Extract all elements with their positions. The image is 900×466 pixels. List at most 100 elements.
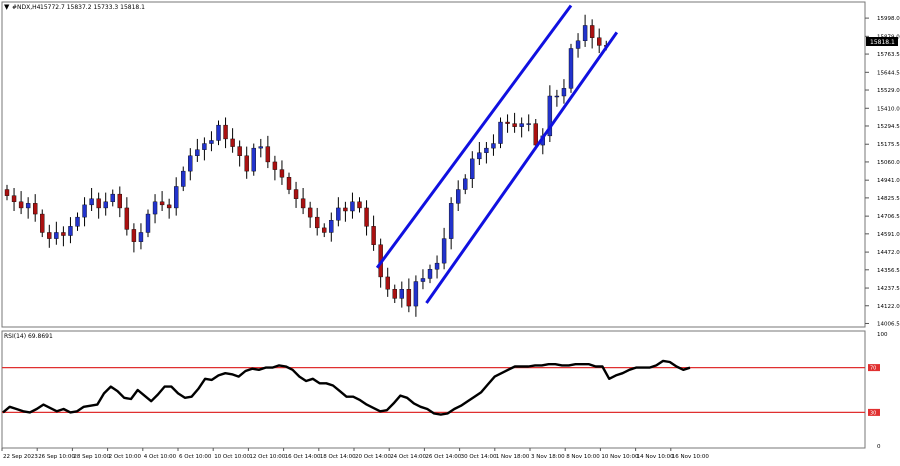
candle-body-bear bbox=[505, 121, 510, 124]
candle-body-bull bbox=[336, 207, 341, 221]
current-price-label: 15818.1 bbox=[870, 39, 895, 46]
candle bbox=[11, 188, 17, 211]
candle-body-bear bbox=[272, 161, 278, 170]
time-tick-label: 2 Oct 10:00 bbox=[109, 454, 142, 460]
candle-body-bull bbox=[568, 48, 574, 89]
candle bbox=[181, 166, 186, 192]
time-tick-label: 26 Oct 14:00 bbox=[425, 454, 461, 460]
rsi-tick-label: 100 bbox=[877, 332, 888, 338]
rsi-level-tag bbox=[868, 364, 880, 372]
candle bbox=[89, 188, 94, 211]
candle bbox=[448, 197, 454, 250]
candle bbox=[159, 191, 165, 211]
symbol-label: #NDX,H4 bbox=[12, 4, 41, 11]
rsi-pane[interactable] bbox=[1, 330, 866, 449]
candle bbox=[399, 281, 404, 308]
candle-body-bull bbox=[420, 278, 426, 282]
candle bbox=[315, 207, 320, 236]
time-tick-label: 18 Oct 14:00 bbox=[320, 454, 356, 460]
candle-body-bear bbox=[159, 201, 165, 206]
candle bbox=[40, 209, 45, 238]
candle-body-bull bbox=[575, 40, 581, 49]
candle-body-bear bbox=[117, 193, 123, 209]
price-tick-label: 14122.0 bbox=[877, 304, 900, 310]
candle bbox=[131, 223, 137, 253]
candle bbox=[166, 198, 172, 219]
candle-body-bull bbox=[75, 216, 80, 227]
rsi-tick-label: 0 bbox=[877, 444, 881, 450]
candle-body-bear bbox=[307, 207, 313, 218]
candle-body-bear bbox=[223, 124, 228, 140]
candle-body-bull bbox=[498, 121, 503, 144]
candle-body-bull bbox=[547, 95, 553, 137]
price-tick-label: 15410.0 bbox=[877, 106, 900, 112]
channel-lower-line[interactable] bbox=[425, 31, 619, 304]
price-pane[interactable] bbox=[1, 1, 866, 328]
candle-body-bull bbox=[110, 193, 115, 202]
price-tick-label: 14591.0 bbox=[877, 232, 900, 238]
candle bbox=[195, 138, 200, 162]
candle bbox=[547, 85, 553, 142]
time-tick-label: 3 Nov 18:00 bbox=[531, 454, 565, 460]
candle-body-bull bbox=[329, 219, 334, 233]
price-tick-label: 15060.0 bbox=[877, 160, 900, 166]
price-tick-label: 15644.5 bbox=[877, 70, 900, 76]
time-tick-label: 24 Oct 14:00 bbox=[390, 454, 426, 460]
candle bbox=[470, 151, 475, 188]
time-tick-label: 6 Oct 10:00 bbox=[179, 454, 212, 460]
rsi-label: RSI(14) 69.8691 bbox=[4, 333, 53, 340]
rsi-level-label: 30 bbox=[870, 410, 876, 416]
candle bbox=[33, 194, 38, 222]
candle bbox=[597, 28, 602, 54]
candle-body-bear bbox=[18, 201, 24, 209]
candle bbox=[54, 221, 59, 245]
candle-body-bull bbox=[54, 232, 59, 239]
candle-body-bear bbox=[40, 213, 45, 233]
candle-body-bull bbox=[434, 262, 440, 270]
candle-body-bull bbox=[258, 146, 263, 149]
candle bbox=[519, 117, 524, 138]
candle-body-bull bbox=[470, 158, 475, 180]
candle bbox=[434, 255, 440, 279]
candle-body-bull bbox=[554, 95, 560, 98]
candle bbox=[561, 79, 567, 104]
time-tick-label: 16 Nov 10:00 bbox=[672, 454, 710, 460]
channel-upper-line[interactable] bbox=[375, 4, 573, 269]
candle-body-bull bbox=[519, 123, 524, 127]
candle bbox=[322, 223, 327, 238]
candle bbox=[413, 275, 419, 317]
rsi-level-label: 70 bbox=[870, 366, 876, 372]
time-tick-label: 16 Oct 14:00 bbox=[285, 454, 321, 460]
candle bbox=[582, 14, 588, 47]
candle bbox=[286, 172, 292, 195]
candle-body-bull bbox=[25, 203, 31, 209]
trend-channel[interactable] bbox=[375, 4, 619, 304]
candle bbox=[103, 192, 108, 216]
candle-body-bull bbox=[561, 88, 567, 97]
candle-body-bear bbox=[33, 203, 38, 215]
candle-body-bear bbox=[293, 189, 299, 199]
candle bbox=[350, 192, 355, 219]
candle bbox=[385, 267, 390, 297]
candle bbox=[272, 155, 278, 181]
candle bbox=[477, 142, 482, 165]
candle-body-bear bbox=[357, 201, 362, 209]
price-tick-label: 14356.5 bbox=[877, 268, 900, 274]
candle-body-bull bbox=[68, 226, 73, 236]
candle-body-bull bbox=[484, 147, 489, 153]
time-tick-label: 10 Nov 10:00 bbox=[601, 454, 639, 460]
candle-body-bull bbox=[173, 186, 179, 209]
candle-body-bull bbox=[427, 269, 433, 279]
candle-body-bull bbox=[82, 204, 87, 218]
candle-body-bull bbox=[216, 124, 221, 141]
candle-body-bull bbox=[209, 140, 214, 144]
time-tick-label: 12 Oct 10:00 bbox=[249, 454, 285, 460]
candle-body-bull bbox=[477, 152, 482, 160]
candle-body-bear bbox=[343, 207, 348, 212]
price-tick-label: 14825.5 bbox=[877, 196, 900, 202]
price-tick-label: 14941.0 bbox=[877, 178, 900, 184]
candle bbox=[230, 128, 235, 153]
candle bbox=[110, 189, 115, 207]
candle-body-bull bbox=[202, 143, 207, 150]
candle bbox=[244, 146, 249, 179]
